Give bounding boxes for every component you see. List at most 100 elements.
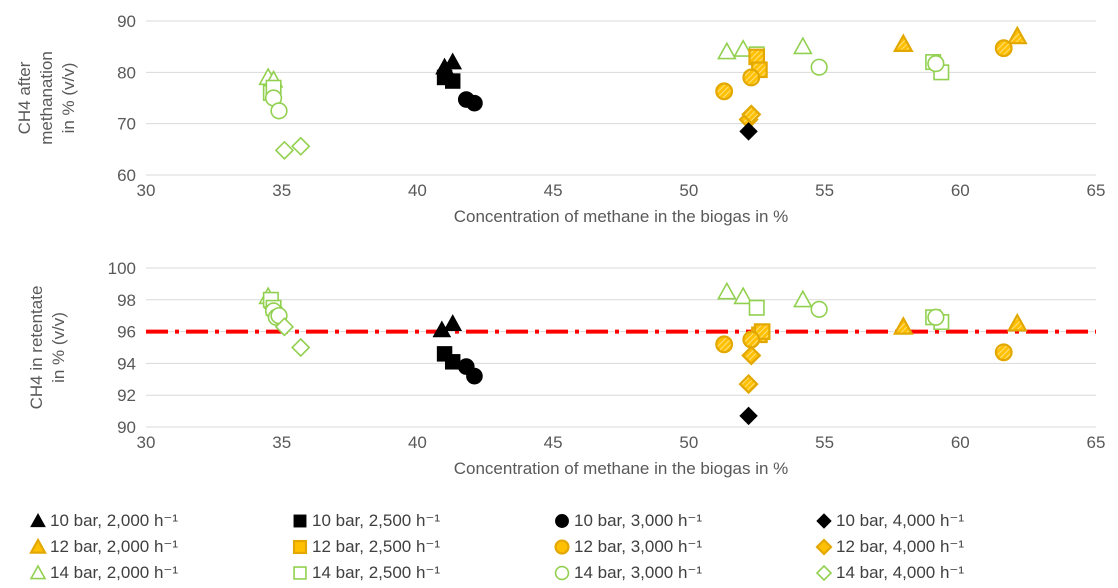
data-point <box>466 94 483 112</box>
data-point <box>927 308 945 326</box>
legend-label: 14 bar, 4,000 h⁻¹ <box>836 563 965 582</box>
series-12 <box>274 136 311 160</box>
legend-marker-triangle-icon <box>29 564 47 580</box>
legend-item: 10 bar, 2,000 h⁻¹ <box>28 511 290 531</box>
data-point <box>443 314 463 331</box>
legend-marker <box>555 514 569 528</box>
data-point <box>892 316 914 335</box>
data-point <box>270 102 288 120</box>
y-axis-title: in % (v/v) <box>49 312 68 383</box>
data-point <box>739 122 758 141</box>
x-tick-label: 65 <box>1087 433 1106 452</box>
series-2 <box>436 346 461 370</box>
data-point <box>738 374 759 395</box>
legend-marker-square-icon <box>292 539 308 555</box>
series-4 <box>739 406 758 426</box>
data-point <box>810 300 828 318</box>
data-point <box>466 367 483 385</box>
data-point <box>739 406 758 426</box>
data-point <box>792 289 813 308</box>
legend-item: 10 bar, 4,000 h⁻¹ <box>814 511 1076 531</box>
y-tick-label: 98 <box>117 291 136 310</box>
legend-marker-square-icon <box>293 566 307 580</box>
data-point <box>716 41 737 60</box>
series-9 <box>258 36 813 88</box>
y-tick-label: 70 <box>117 115 136 134</box>
series-7 <box>715 39 1013 101</box>
y-tick-label: 92 <box>117 386 136 405</box>
x-tick-label: 35 <box>272 181 291 200</box>
legend-label: 10 bar, 4,000 h⁻¹ <box>836 511 965 530</box>
legend-marker-circle-icon <box>554 565 570 581</box>
data-point <box>994 343 1013 362</box>
legend-marker <box>815 564 833 582</box>
data-point <box>274 317 295 337</box>
legend-marker-square-icon <box>293 514 307 528</box>
series-11 <box>264 300 945 326</box>
legend-item: 12 bar, 2,500 h⁻¹ <box>290 537 552 557</box>
legend-label: 14 bar, 2,500 h⁻¹ <box>312 563 441 582</box>
legend-label: 10 bar, 2,500 h⁻¹ <box>312 511 441 530</box>
x-tick-label: 30 <box>137 181 156 200</box>
data-point <box>444 73 461 89</box>
x-tick-label: 60 <box>951 433 970 452</box>
x-tick-label: 55 <box>815 433 834 452</box>
y-tick-label: 90 <box>117 12 136 31</box>
series-3 <box>457 91 483 112</box>
series-10 <box>262 46 950 101</box>
series-9 <box>258 281 813 309</box>
series-5 <box>892 25 1028 53</box>
data-point <box>444 354 461 370</box>
y-tick-label: 80 <box>117 63 136 82</box>
series-7 <box>715 330 1013 362</box>
legend-label: 14 bar, 2,000 h⁻¹ <box>50 563 179 582</box>
legend-marker-triangle-icon <box>30 512 46 528</box>
data-point <box>741 345 762 366</box>
legend-marker-diamond-icon <box>816 513 832 529</box>
data-point <box>715 335 734 354</box>
legend-item: 14 bar, 3,000 h⁻¹ <box>552 563 814 583</box>
data-point <box>892 33 914 53</box>
series-1 <box>432 314 463 338</box>
x-tick-label: 65 <box>1087 181 1106 200</box>
legend-label: 12 bar, 2,000 h⁻¹ <box>50 537 179 556</box>
x-tick-label: 40 <box>408 433 427 452</box>
y-tick-label: 94 <box>117 354 136 373</box>
legend-row: 10 bar, 2,000 h⁻¹ 10 bar, 2,500 h⁻¹ 10 bar… <box>28 508 1088 534</box>
y-axis-title: in % (v/v) <box>59 63 78 134</box>
data-point <box>741 104 762 125</box>
legend-label: 12 bar, 3,000 h⁻¹ <box>574 537 703 556</box>
legend-marker <box>293 514 307 528</box>
series-4 <box>739 122 758 141</box>
legend-row: 12 bar, 2,000 h⁻¹ 12 bar, 2,500 h⁻¹ 12 bar… <box>28 534 1088 560</box>
y-tick-label: 100 <box>108 259 136 278</box>
legend-marker-circle-icon <box>554 539 570 555</box>
y-axis-title: methanation <box>37 51 56 145</box>
x-tick-label: 50 <box>679 181 698 200</box>
x-tick-label: 55 <box>815 181 834 200</box>
legend-marker <box>554 565 570 581</box>
x-tick-label: 50 <box>679 433 698 452</box>
legend-label: 14 bar, 3,000 h⁻¹ <box>574 563 703 582</box>
data-point <box>994 39 1013 58</box>
legend-label: 12 bar, 2,500 h⁻¹ <box>312 537 441 556</box>
data-point <box>291 136 311 156</box>
y-tick-label: 96 <box>117 323 136 342</box>
data-point <box>291 337 311 358</box>
series-10 <box>262 291 950 331</box>
x-axis-title: Concentration of methane in the biogas i… <box>454 459 789 478</box>
series-11 <box>264 54 945 120</box>
legend-label: 10 bar, 2,000 h⁻¹ <box>50 511 179 530</box>
x-axis-title: Concentration of methane in the biogas i… <box>454 207 789 226</box>
series-3 <box>457 358 483 385</box>
legend-item: 12 bar, 3,000 h⁻¹ <box>552 537 814 557</box>
series-2 <box>436 69 461 89</box>
legend-item: 14 bar, 2,500 h⁻¹ <box>290 563 552 583</box>
legend-marker <box>29 537 47 554</box>
series-5 <box>892 312 1028 335</box>
data-point <box>443 52 463 70</box>
x-tick-label: 40 <box>408 181 427 200</box>
chart-panel-1: 60 70 80 90 30 35 40 45 50 55 60 65 Concentration of… <box>15 12 1105 226</box>
legend: 10 bar, 2,000 h⁻¹ 10 bar, 2,500 h⁻¹ 10 bar… <box>28 508 1088 586</box>
